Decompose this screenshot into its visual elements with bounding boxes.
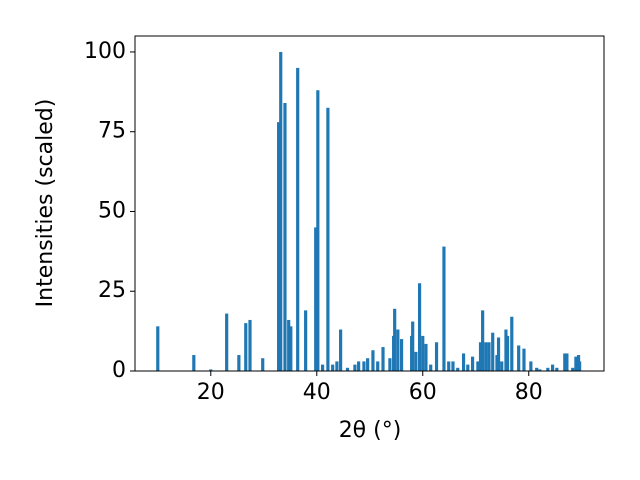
bar	[491, 332, 495, 371]
bar	[381, 347, 385, 371]
bar	[529, 361, 533, 371]
y-tick-label: 100	[84, 39, 126, 64]
bar	[396, 329, 400, 371]
bar	[289, 326, 293, 371]
bar	[546, 367, 550, 371]
bar	[339, 329, 343, 371]
bar	[316, 90, 320, 371]
y-tick-label: 0	[112, 358, 126, 383]
bar	[362, 361, 366, 371]
bar	[417, 283, 422, 371]
bar	[287, 319, 291, 371]
bar	[500, 361, 504, 371]
bar	[366, 358, 370, 371]
bar	[429, 364, 433, 371]
bar	[335, 361, 339, 371]
bar	[244, 323, 248, 371]
bar	[357, 361, 361, 371]
bar	[565, 353, 569, 371]
bar	[283, 103, 287, 371]
bar	[451, 361, 455, 371]
bar	[414, 351, 418, 371]
bar	[304, 310, 308, 371]
bar	[156, 326, 160, 371]
x-tick-label: 40	[303, 380, 331, 405]
bar	[466, 364, 470, 371]
bar	[487, 342, 491, 371]
bar	[476, 361, 480, 371]
x-axis-label: 2θ (°)	[339, 418, 402, 443]
y-tick-label: 50	[98, 198, 126, 223]
bar	[321, 364, 325, 371]
bar	[237, 355, 241, 371]
bar	[574, 356, 578, 371]
bar	[326, 107, 330, 372]
axes-frame	[134, 35, 605, 372]
bar	[447, 361, 451, 371]
bar	[345, 367, 350, 371]
bar	[331, 364, 335, 371]
bar	[411, 321, 415, 371]
x-tick-label: 20	[197, 380, 225, 405]
bar	[517, 345, 521, 371]
x-tick-label: 60	[409, 380, 437, 405]
bar	[470, 356, 475, 371]
bar	[376, 361, 380, 371]
bar	[551, 364, 555, 371]
bar	[277, 122, 281, 372]
bar	[461, 353, 466, 371]
bar	[279, 51, 283, 371]
bar	[261, 358, 265, 371]
bar	[535, 367, 539, 371]
bar	[478, 342, 483, 371]
bar	[578, 361, 582, 371]
bar	[393, 308, 397, 371]
bar	[496, 337, 501, 371]
bar	[442, 246, 446, 371]
bar	[456, 367, 460, 371]
bar	[538, 369, 542, 371]
bar	[424, 343, 428, 371]
bar	[353, 364, 357, 371]
bar	[434, 342, 439, 371]
bar	[209, 369, 213, 371]
bar	[248, 319, 252, 371]
bar	[421, 335, 425, 371]
bar	[505, 335, 510, 371]
bar	[555, 367, 559, 371]
y-axis-label: Intensities (scaled)	[33, 99, 58, 308]
bar	[371, 350, 375, 371]
bar	[563, 353, 567, 371]
bar	[571, 367, 575, 371]
bar	[481, 310, 485, 371]
bar	[484, 342, 488, 371]
y-tick-label: 75	[98, 119, 126, 144]
bar	[314, 227, 318, 371]
bar	[522, 348, 526, 371]
bar	[192, 355, 196, 371]
bar	[399, 339, 404, 371]
x-tick-label: 80	[515, 380, 543, 405]
bar	[510, 316, 514, 371]
bar	[225, 313, 229, 371]
bar	[388, 358, 392, 371]
plot-area	[156, 51, 582, 372]
y-tick-label: 25	[98, 278, 126, 303]
bar	[296, 67, 300, 372]
